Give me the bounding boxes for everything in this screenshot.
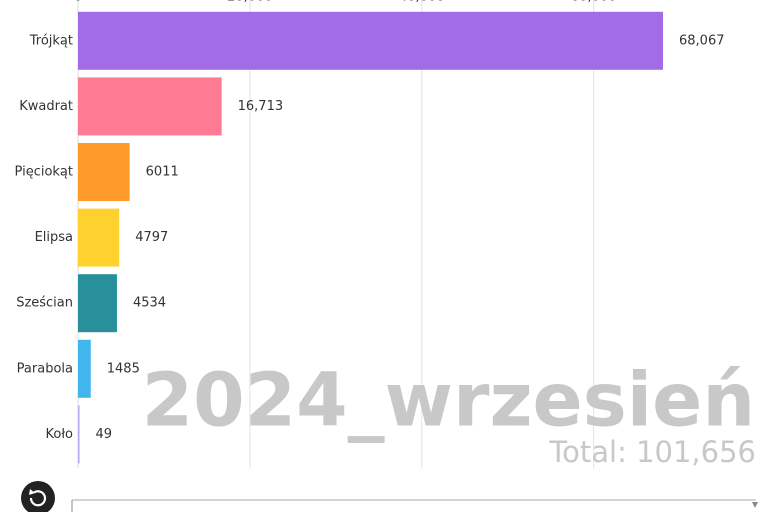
value-label: 68,067 xyxy=(679,33,725,48)
category-label: Parabola xyxy=(17,361,73,376)
bar xyxy=(78,208,120,267)
replay-button[interactable] xyxy=(21,481,55,512)
bar xyxy=(78,274,117,333)
value-label: 16,713 xyxy=(238,99,284,114)
category-label: Sześcian xyxy=(16,296,73,311)
slider-handle[interactable] xyxy=(752,502,758,508)
value-label: 4797 xyxy=(135,230,168,245)
bar xyxy=(78,339,91,398)
value-label: 4534 xyxy=(133,296,166,311)
bar xyxy=(78,405,80,464)
bar xyxy=(78,143,130,201)
value-label: 49 xyxy=(96,427,113,442)
value-label: 6011 xyxy=(146,165,179,180)
value-label: 1485 xyxy=(107,361,140,376)
bar xyxy=(78,77,222,136)
period-label: 2024_wrzesień xyxy=(142,358,755,444)
category-label: Elipsa xyxy=(35,230,73,245)
category-label: Pięciokąt xyxy=(15,165,73,180)
x-tick-label: 40,000 xyxy=(399,0,445,5)
replay-icon xyxy=(29,490,47,507)
total-label: Total: 101,656 xyxy=(548,435,756,469)
replay-circle[interactable] xyxy=(21,481,55,512)
category-label: Trójkąt xyxy=(29,33,73,48)
x-tick-label: 0 xyxy=(74,0,82,5)
bar xyxy=(78,11,663,70)
x-tick-label: 20,000 xyxy=(227,0,273,5)
timeline-slider[interactable] xyxy=(71,499,758,512)
replay-arrow xyxy=(29,489,35,495)
x-tick-label: 60,000 xyxy=(571,0,617,5)
category-label: Koło xyxy=(46,427,74,442)
category-label: Kwadrat xyxy=(19,99,73,114)
